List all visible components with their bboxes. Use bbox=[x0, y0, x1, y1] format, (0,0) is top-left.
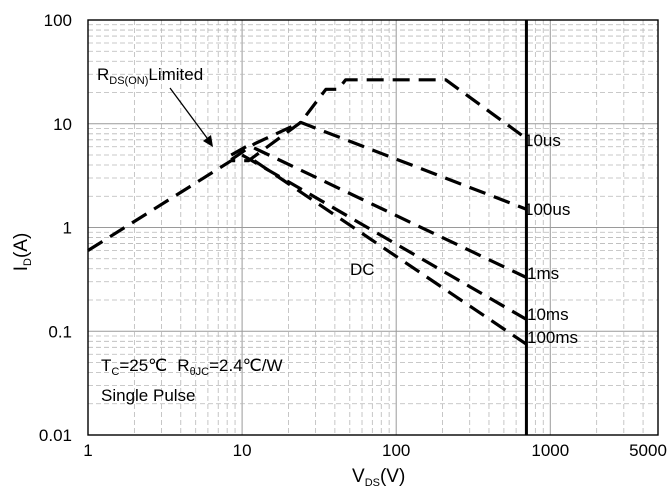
x-tick-label: 5000 bbox=[629, 441, 667, 460]
curve-label-1ms: 1ms bbox=[527, 264, 559, 283]
y-tick-label: 1 bbox=[63, 219, 72, 238]
tc-main: T bbox=[101, 356, 111, 375]
rds-sub: DS(ON) bbox=[109, 75, 148, 87]
x-axis-title: VDS(V) bbox=[352, 466, 405, 489]
y-axis-title-sub: D bbox=[22, 258, 34, 266]
soa-curve-2 bbox=[230, 143, 528, 279]
curve-label-100ms: 100ms bbox=[527, 328, 578, 347]
tc-value: =25℃ bbox=[119, 356, 167, 375]
y-tick-label: 0.01 bbox=[39, 426, 72, 445]
tc-sub: C bbox=[111, 366, 119, 378]
y-axis-title-main: I bbox=[11, 266, 32, 271]
y-axis-title: ID(A) bbox=[11, 233, 34, 272]
soa-curve-1 bbox=[230, 120, 527, 211]
rds-on-limited-label: RDS(ON)Limited bbox=[97, 65, 203, 87]
y-tick-label: 0.1 bbox=[48, 322, 72, 341]
x-tick-labels: 1 10 100 1000 5000 bbox=[83, 441, 667, 460]
soa-curve-0 bbox=[87, 78, 528, 252]
y-axis-title-unit: (A) bbox=[11, 233, 32, 258]
rds-arrow bbox=[169, 87, 213, 147]
x-axis-title-unit: (V) bbox=[380, 466, 405, 487]
curve-label-10ms: 10ms bbox=[527, 305, 569, 324]
x-tick-label: 10 bbox=[233, 441, 252, 460]
x-tick-label: 1000 bbox=[531, 441, 569, 460]
r-value: =2.4℃/W bbox=[209, 356, 282, 375]
curve-label-100us: 100us bbox=[524, 200, 570, 219]
grid bbox=[88, 20, 658, 435]
r-main: R bbox=[177, 356, 189, 375]
plot-frame bbox=[87, 19, 659, 436]
soa-curve-4 bbox=[253, 159, 528, 346]
y-tick-labels: 0.01 0.1 1 10 100 bbox=[39, 11, 72, 445]
soa-curve-3 bbox=[241, 153, 528, 321]
conditions-line: TC=25℃ RθJC=2.4℃/W bbox=[101, 356, 283, 378]
x-axis-title-sub: DS bbox=[365, 477, 380, 489]
rds-main: R bbox=[97, 65, 109, 84]
x-tick-label: 100 bbox=[382, 441, 410, 460]
r-sub: θJC bbox=[190, 366, 210, 378]
curve-label-10us: 10us bbox=[524, 131, 561, 150]
dc-label: DC bbox=[350, 260, 375, 279]
y-tick-label: 10 bbox=[53, 115, 72, 134]
y-tick-label: 100 bbox=[44, 11, 72, 30]
curves bbox=[87, 78, 528, 346]
x-tick-label: 1 bbox=[83, 441, 92, 460]
x-axis-title-main: V bbox=[352, 466, 365, 487]
rds-rest: Limited bbox=[148, 65, 203, 84]
single-pulse-label: Single Pulse bbox=[101, 386, 196, 405]
